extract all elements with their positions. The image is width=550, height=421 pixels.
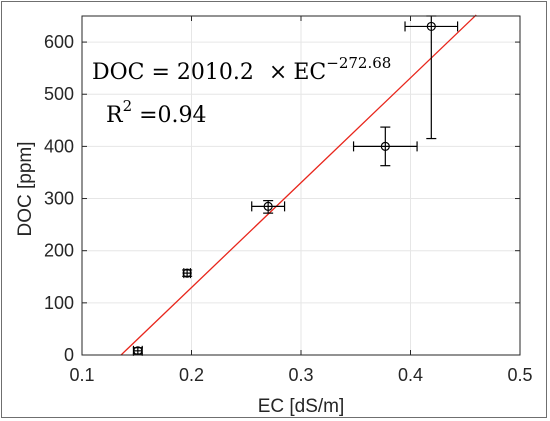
r-squared-value: =0.94 bbox=[132, 103, 206, 128]
y-tick-label: 0 bbox=[64, 345, 74, 365]
y-tick-label: 100 bbox=[44, 293, 74, 313]
equation-exponent: −272.68 bbox=[326, 54, 391, 72]
y-tick-label: 300 bbox=[44, 189, 74, 209]
x-tick-label: 0.2 bbox=[179, 365, 204, 385]
equation-annotation: DOC = 2010.2 × EC−272.68 bbox=[92, 54, 391, 85]
equation-ec: EC bbox=[293, 60, 326, 85]
r-squared-annotation: R2 =0.94 bbox=[106, 97, 207, 128]
equation-times: × bbox=[269, 60, 287, 85]
r-squared-sup: 2 bbox=[123, 97, 133, 115]
fit-line bbox=[120, 14, 477, 356]
y-tick-label: 200 bbox=[44, 241, 74, 261]
x-tick-label: 0.3 bbox=[288, 365, 313, 385]
data-points bbox=[133, 21, 436, 356]
y-tick-label: 500 bbox=[44, 84, 74, 104]
y-tick-label: 400 bbox=[44, 136, 74, 156]
x-tick-label: 0.4 bbox=[398, 365, 423, 385]
y-tick-label: 600 bbox=[44, 32, 74, 52]
r-squared-base: R bbox=[106, 103, 124, 128]
equation-lhs: DOC = 2010.2 bbox=[92, 60, 261, 85]
x-axis-label: EC [dS/m] bbox=[258, 396, 345, 417]
data-point bbox=[380, 141, 390, 151]
data-point bbox=[182, 268, 192, 278]
data-point bbox=[426, 21, 436, 32]
data-point bbox=[263, 201, 273, 211]
y-axis-ticks: 0 100 200 300 400 500 600 bbox=[44, 32, 520, 365]
y-axis-label: DOC [ppm] bbox=[15, 141, 36, 236]
x-axis-ticks: 0.1 0.2 0.3 0.4 0.5 bbox=[69, 16, 533, 385]
x-tick-label: 0.1 bbox=[69, 365, 94, 385]
x-tick-label: 0.5 bbox=[507, 365, 532, 385]
